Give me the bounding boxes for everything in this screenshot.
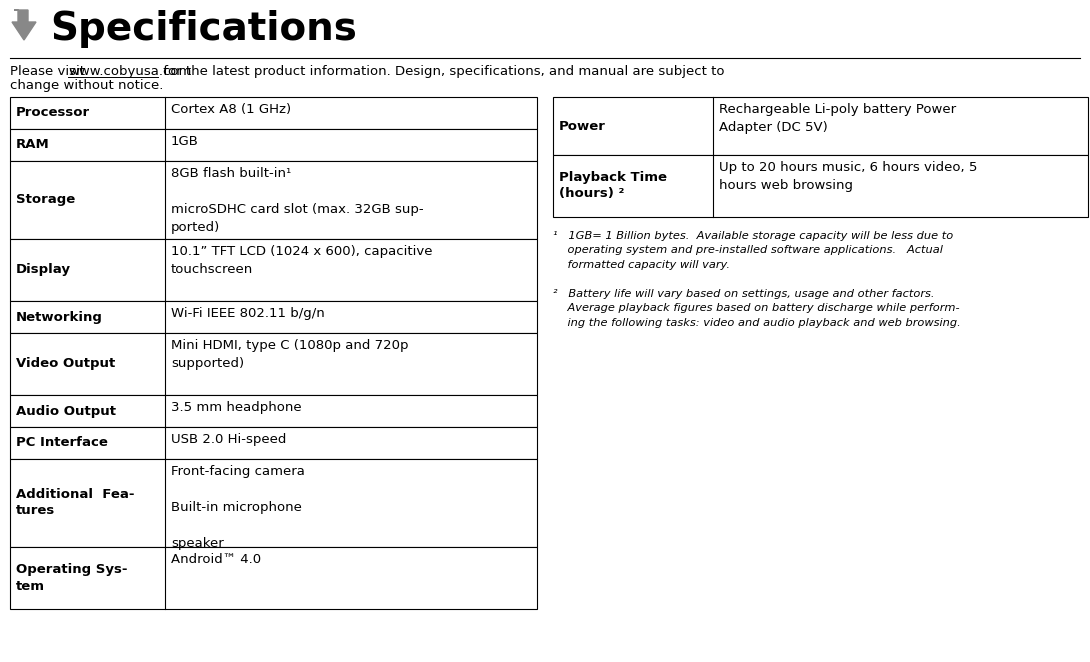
Text: Power: Power xyxy=(559,120,606,132)
Text: Please visit: Please visit xyxy=(10,65,89,78)
Text: RAM: RAM xyxy=(16,138,50,152)
Bar xyxy=(10,427,537,459)
Text: Networking: Networking xyxy=(16,310,102,324)
Text: Video Output: Video Output xyxy=(16,357,116,371)
Text: PC Interface: PC Interface xyxy=(16,436,108,449)
Text: Display: Display xyxy=(16,263,71,277)
Text: 10.1” TFT LCD (1024 x 600), capacitive
touchscreen: 10.1” TFT LCD (1024 x 600), capacitive t… xyxy=(171,245,433,276)
Text: 3.5 mm headphone: 3.5 mm headphone xyxy=(171,401,302,414)
Bar xyxy=(10,161,537,239)
Bar xyxy=(10,459,537,547)
Text: Audio Output: Audio Output xyxy=(16,404,116,418)
Text: 1GB: 1GB xyxy=(171,135,198,148)
Text: Front-facing camera

Built-in microphone

speaker: Front-facing camera Built-in microphone … xyxy=(171,465,305,550)
Text: Playback Time
(hours) ²: Playback Time (hours) ² xyxy=(559,171,667,201)
Text: www.cobyusa.com: www.cobyusa.com xyxy=(68,65,192,78)
Text: change without notice.: change without notice. xyxy=(10,79,164,92)
Text: 8GB flash built-in¹

microSDHC card slot (max. 32GB sup-
ported): 8GB flash built-in¹ microSDHC card slot … xyxy=(171,167,424,234)
Text: USB 2.0 Hi-speed: USB 2.0 Hi-speed xyxy=(171,433,287,446)
Bar xyxy=(10,301,537,333)
Bar xyxy=(10,239,537,301)
Polygon shape xyxy=(12,10,36,40)
Text: Rechargeable Li-poly battery Power
Adapter (DC 5V): Rechargeable Li-poly battery Power Adapt… xyxy=(719,103,956,134)
Text: Specifications: Specifications xyxy=(50,10,356,48)
Text: for the latest product information. Design, specifications, and manual are subje: for the latest product information. Desi… xyxy=(159,65,725,78)
Text: Wi-Fi IEEE 802.11 b/g/n: Wi-Fi IEEE 802.11 b/g/n xyxy=(171,307,325,320)
Text: Up to 20 hours music, 6 hours video, 5
hours web browsing: Up to 20 hours music, 6 hours video, 5 h… xyxy=(719,161,978,192)
Text: Mini HDMI, type C (1080p and 720p
supported): Mini HDMI, type C (1080p and 720p suppor… xyxy=(171,339,409,370)
Text: Additional  Fea-
tures: Additional Fea- tures xyxy=(16,489,134,518)
Text: Operating Sys-
tem: Operating Sys- tem xyxy=(16,563,128,592)
Text: ²   Battery life will vary based on settings, usage and other factors.
    Avera: ² Battery life will vary based on settin… xyxy=(553,289,960,328)
Bar xyxy=(10,129,537,161)
Bar xyxy=(10,97,537,129)
Text: Android™ 4.0: Android™ 4.0 xyxy=(171,553,262,566)
Bar xyxy=(553,97,1088,155)
Text: ¹   1GB= 1 Billion bytes.  Available storage capacity will be less due to
    op: ¹ 1GB= 1 Billion bytes. Available storag… xyxy=(553,231,954,270)
Bar xyxy=(10,333,537,395)
Bar xyxy=(10,395,537,427)
Text: Cortex A8 (1 GHz): Cortex A8 (1 GHz) xyxy=(171,103,291,116)
Text: Storage: Storage xyxy=(16,193,75,207)
Bar xyxy=(10,547,537,609)
Text: Processor: Processor xyxy=(16,107,90,120)
Bar xyxy=(553,155,1088,217)
